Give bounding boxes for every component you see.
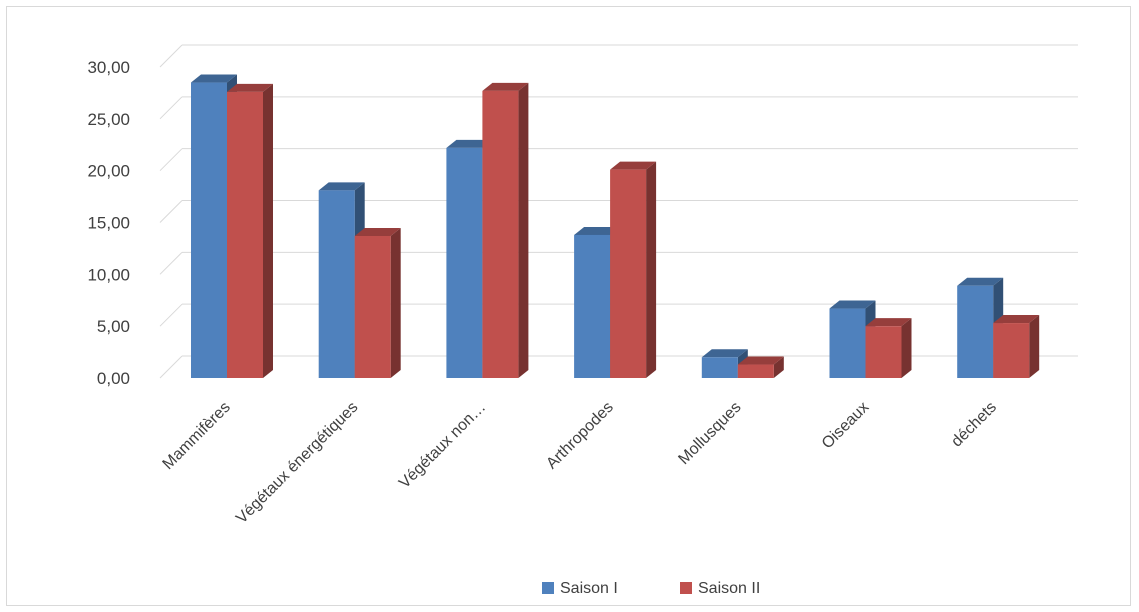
bar-saison-ii — [610, 161, 657, 378]
y-tick-label: 20,00 — [87, 162, 130, 181]
bar-front — [446, 147, 483, 378]
gridline-diagonal — [159, 355, 183, 379]
x-category-label: Mollusques — [675, 399, 744, 468]
legend-swatch — [680, 582, 692, 594]
bar-front — [957, 285, 994, 378]
bar-front — [993, 323, 1030, 378]
bar-saison-ii — [354, 227, 401, 378]
bar-top — [191, 74, 237, 83]
bar-top — [610, 161, 657, 170]
y-tick-label: 10,00 — [87, 265, 130, 284]
bar-top — [227, 83, 273, 92]
bar-top — [865, 318, 912, 327]
y-tick-label: 0,00 — [97, 369, 130, 388]
bars — [191, 74, 1040, 379]
bar-saison-ii — [482, 82, 529, 379]
x-category-label: Végétaux énergétiques — [233, 399, 361, 527]
bar-top — [737, 356, 784, 365]
legend-label: Saison I — [560, 580, 618, 597]
bar-side — [263, 83, 273, 378]
legend-swatch — [542, 582, 554, 594]
gridline-diagonal — [159, 200, 183, 223]
bar-front — [701, 357, 738, 378]
bar-front — [482, 90, 519, 379]
gridline-diagonal — [159, 251, 183, 275]
x-category-label: déchets — [948, 399, 1000, 451]
bar-side — [901, 318, 912, 378]
legend: Saison I Saison II — [542, 580, 760, 597]
bar-front — [610, 169, 647, 378]
bar-top — [574, 226, 621, 235]
bar-side — [390, 227, 401, 378]
bar-side — [518, 82, 529, 379]
bar-front — [574, 234, 611, 378]
y-axis-ticks: 0,00 5,00 10,00 15,00 20,00 25,00 30,00 — [87, 58, 130, 388]
bar-side — [773, 356, 784, 378]
bar-side — [646, 161, 657, 378]
bar-saison-ii — [737, 356, 784, 378]
bar-top — [829, 300, 876, 309]
bar-top — [701, 349, 748, 358]
bar-front — [191, 82, 227, 379]
x-category-label: Végétaux non… — [396, 399, 489, 492]
bar-side — [1029, 315, 1040, 378]
bar-top — [482, 82, 529, 91]
bar-front — [829, 308, 866, 378]
gridline-diagonal — [159, 303, 183, 327]
y-tick-label: 25,00 — [87, 110, 130, 129]
x-category-label: Mammifères — [160, 399, 234, 473]
x-category-label: Arthropodes — [543, 399, 617, 473]
bar-saison-ii — [993, 315, 1040, 378]
gridline-diagonal — [159, 44, 183, 68]
x-category-label: Oiseaux — [819, 399, 873, 453]
bar-top — [354, 227, 401, 236]
y-tick-label: 30,00 — [87, 58, 130, 77]
x-axis-categories: Mammifères Végétaux énergétiques Végétaux … — [160, 399, 1000, 527]
bar-top — [957, 277, 1004, 286]
bar-front — [865, 326, 902, 378]
legend-label: Saison II — [698, 580, 760, 597]
bar-front — [737, 364, 774, 378]
bar-saison-ii — [227, 83, 273, 378]
y-tick-label: 5,00 — [97, 317, 130, 336]
bar-top — [318, 182, 365, 191]
bar-front — [354, 235, 391, 378]
bar-saison-ii — [865, 318, 912, 378]
bar-top — [446, 139, 493, 148]
gridline-diagonal — [159, 148, 183, 172]
bar-top — [993, 315, 1040, 324]
bar-front — [318, 190, 355, 378]
y-tick-label: 15,00 — [87, 214, 130, 233]
bar-front — [227, 91, 263, 378]
gridline-diagonal — [159, 96, 183, 120]
